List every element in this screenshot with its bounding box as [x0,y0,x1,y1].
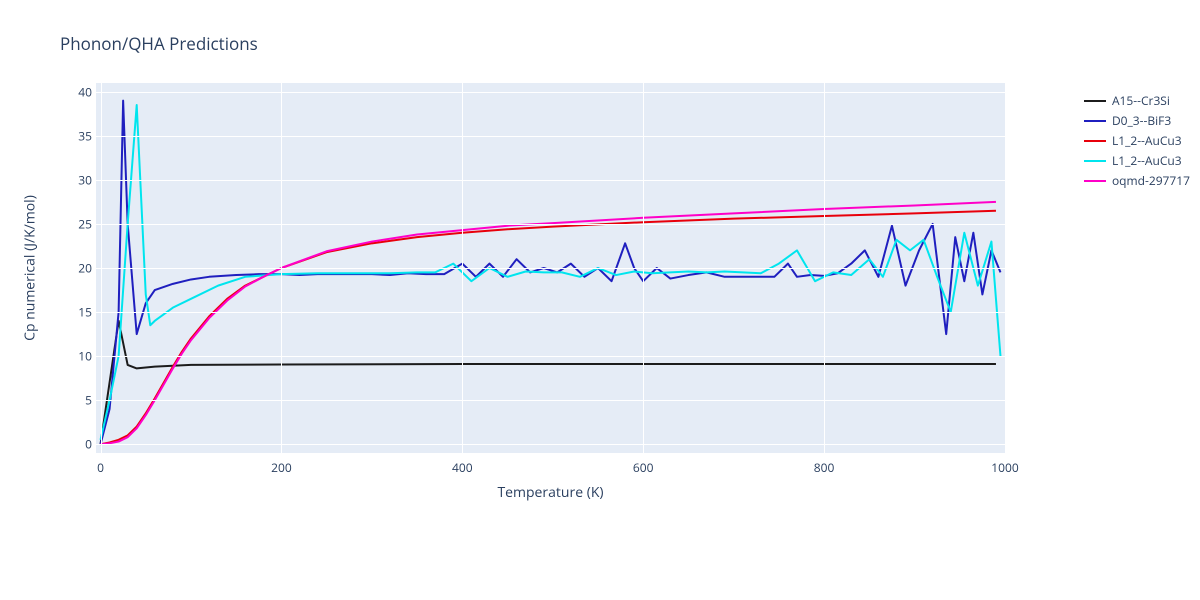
legend-swatch [1084,140,1106,142]
y-tick-label: 30 [62,171,92,188]
x-tick-label: 800 [814,459,835,476]
gridline-h [96,268,1005,269]
gridline-h [96,400,1005,401]
gridline-h [96,356,1005,357]
gridline-h [96,444,1005,445]
y-axis-label: Cp numerical (J/K/mol) [21,195,40,341]
chart-title: Phonon/QHA Predictions [60,32,258,55]
legend-item[interactable]: L1_2--AuCu3 [1084,132,1190,149]
y-tick-label: 35 [62,127,92,144]
gridline-h [96,312,1005,313]
gridline-h [96,92,1005,93]
legend-label: L1_2--AuCu3 [1112,132,1182,149]
series-line[interactable] [101,321,996,444]
y-tick-label: 0 [62,436,92,453]
y-tick-label: 40 [62,83,92,100]
series-line[interactable] [101,105,1001,440]
legend-label: D0_3--BiF3 [1112,112,1171,129]
legend-swatch [1084,180,1106,182]
legend-item[interactable]: D0_3--BiF3 [1084,112,1190,129]
y-tick-label: 25 [62,215,92,232]
plot-area[interactable] [96,83,1005,453]
x-tick-label: 600 [633,459,654,476]
y-tick-label: 10 [62,348,92,365]
gridline-v [1005,83,1006,453]
legend-label: A15--Cr3Si [1112,92,1170,109]
y-tick-label: 5 [62,392,92,409]
x-tick-label: 1000 [991,459,1018,476]
legend-item[interactable]: L1_2--AuCu3 [1084,152,1190,169]
series-line[interactable] [101,211,996,444]
legend-swatch [1084,160,1106,162]
x-tick-label: 200 [271,459,292,476]
x-tick-label: 0 [97,459,104,476]
legend-item[interactable]: oqmd-297717 [1084,172,1190,189]
plot-container: Cp numerical (J/K/mol) Temperature (K) 0… [60,83,1005,483]
legend-swatch [1084,100,1106,102]
series-line[interactable] [101,202,996,444]
y-tick-label: 20 [62,260,92,277]
legend-item[interactable]: A15--Cr3Si [1084,92,1190,109]
y-tick-label: 15 [62,304,92,321]
gridline-h [96,180,1005,181]
legend: A15--Cr3Si D0_3--BiF3 L1_2--AuCu3 L1_2--AuC… [1084,92,1190,192]
gridline-h [96,136,1005,137]
legend-swatch [1084,120,1106,122]
legend-label: oqmd-297717 [1112,172,1190,189]
x-tick-label: 400 [452,459,473,476]
x-axis-label: Temperature (K) [96,483,1005,502]
legend-label: L1_2--AuCu3 [1112,152,1182,169]
gridline-h [96,224,1005,225]
